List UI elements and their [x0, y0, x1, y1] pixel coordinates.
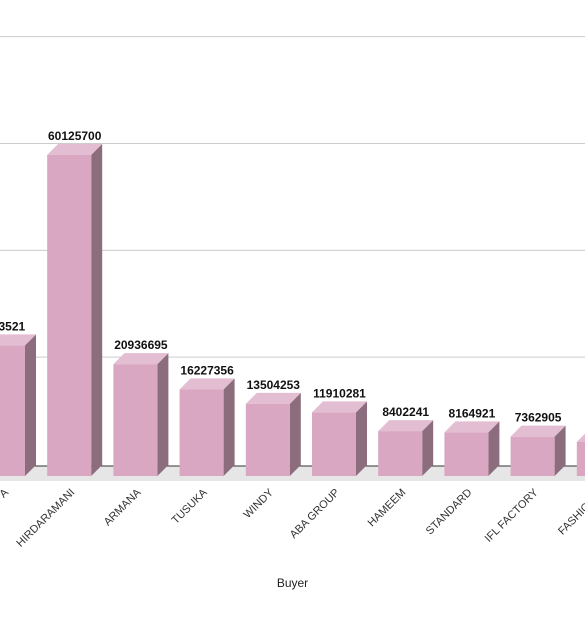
bar-top: [0, 334, 36, 346]
bar: [179, 389, 224, 476]
bar: [245, 403, 290, 476]
bar-side: [25, 334, 36, 476]
bar-side: [554, 425, 566, 476]
bar-top: [113, 353, 169, 365]
bar: [113, 364, 158, 476]
data-label: 20936695: [114, 338, 168, 352]
data-label: 43521: [0, 319, 26, 333]
bar-side: [157, 353, 169, 476]
data-label: 7362905: [515, 411, 562, 425]
bar-top: [179, 378, 235, 390]
data-label: 8402241: [382, 405, 429, 419]
bar-top: [378, 420, 434, 432]
bar-side: [356, 401, 367, 476]
x-tick-label: HAMEEM: [366, 487, 409, 530]
x-tick-label: ARMANA: [102, 486, 144, 528]
bar-top: [444, 421, 500, 433]
bar-top: [576, 433, 585, 442]
bar: [312, 412, 356, 476]
x-tick-label: A: [0, 486, 12, 500]
bar-side: [91, 143, 103, 476]
bar: [444, 432, 489, 476]
x-tick-label: TUSUKA: [170, 486, 211, 527]
bar-side: [422, 420, 434, 476]
x-tick-label: FASHION G: [556, 487, 585, 538]
x-tick-label: IFL FACTORY: [483, 486, 542, 545]
x-tick-label: STANDARD: [424, 487, 475, 538]
bar-side: [223, 378, 235, 476]
bar: [47, 154, 92, 476]
bar-top: [47, 143, 103, 155]
x-tick-label: HIRDARAMANI: [14, 487, 77, 550]
data-label: 60125700: [48, 129, 102, 143]
bar: [378, 431, 423, 476]
bar-side: [488, 421, 500, 476]
x-axis-title: Buyer: [276, 576, 309, 590]
data-label: 13504253: [247, 378, 301, 392]
data-label: 11910281: [313, 386, 366, 400]
bar-top: [312, 401, 367, 413]
bar: [576, 441, 585, 476]
bar: [510, 436, 555, 476]
x-tick-label: ABA GROUP: [288, 487, 342, 541]
data-label: 8164921: [449, 406, 496, 420]
bar: [0, 345, 25, 476]
bar-side: [289, 392, 301, 476]
data-label: 16227356: [180, 363, 234, 377]
x-tick-label: WINDY: [242, 486, 277, 521]
bar-top: [510, 425, 566, 437]
bar-top: [245, 392, 301, 404]
